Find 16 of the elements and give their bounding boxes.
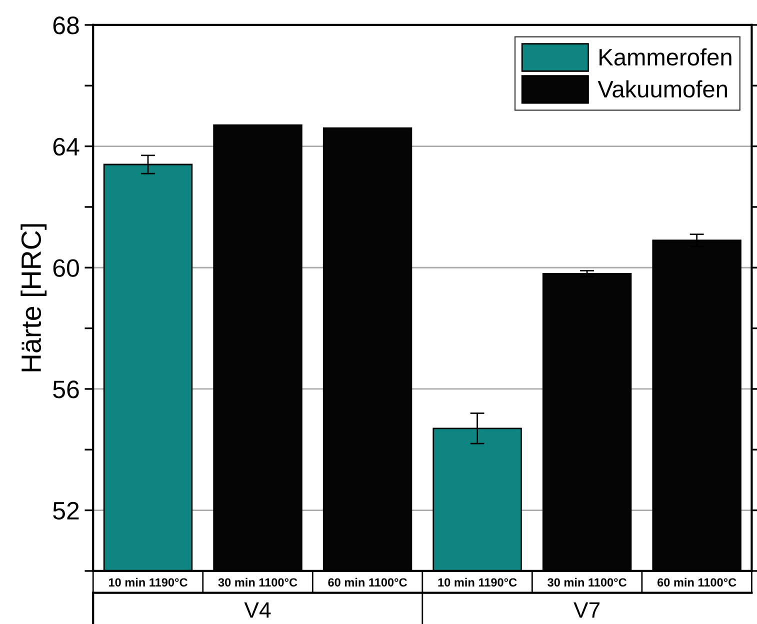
- x-tick-label: 30 min 1100°C: [548, 578, 627, 587]
- x-tick-label: 10 min 1190°C: [108, 578, 188, 587]
- x-tick-label: 60 min 1100°C: [657, 578, 736, 587]
- text: V4: [244, 602, 271, 618]
- x-tick-label: 10 min 1190°C: [438, 578, 517, 587]
- legend-label: Kammerofen: [600, 48, 732, 66]
- text: V7: [574, 602, 600, 618]
- legend-label: Vakuumofen: [598, 80, 727, 98]
- y-tick-label: 60: [53, 259, 79, 277]
- x-tick-label: 30 min 1100°C: [218, 578, 298, 587]
- y-axis-title: Härte [HRC]: [20, 224, 47, 372]
- y-tick-label: 56: [53, 380, 79, 398]
- y-tick-label: 64: [53, 138, 80, 156]
- x-tick-label: 60 min 1100°C: [328, 578, 407, 587]
- y-tick-label: 52: [53, 502, 79, 520]
- y-tick-label: 68: [53, 16, 79, 34]
